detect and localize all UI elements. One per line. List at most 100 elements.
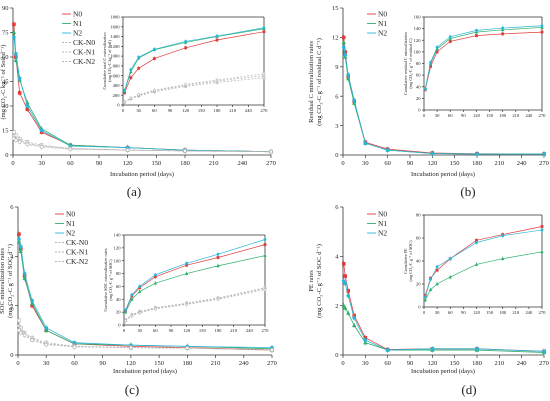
- panel-b-xlabel: Incubation period (days): [411, 171, 475, 178]
- panel-a-point-ck-n2: [17, 140, 22, 144]
- panel-d-inset-point-n1: [540, 249, 544, 254]
- panel-a-inset-point-n0: [129, 76, 133, 80]
- panel-b-point-n2: [475, 152, 479, 156]
- panel-b-line-n2: [343, 47, 544, 155]
- panel-a-ylabel-line: (mg CO₂-C kg⁻¹ of Soil d⁻¹): [0, 45, 7, 120]
- panel-d-inset-series-n0: [423, 224, 544, 298]
- panel-c-legend-label: N0: [66, 210, 75, 219]
- panel-d-inset-x-tick-label: 270: [539, 310, 547, 315]
- panel-c-series-n2: [17, 236, 274, 351]
- panel-a-legend-label: N1: [73, 19, 82, 28]
- panel-a-line-ck-n1: [13, 135, 272, 153]
- panel-a-inset-line-ck-n0: [124, 77, 265, 103]
- panel-c-x-tick-label: 150: [154, 360, 164, 367]
- panel-a-inset-ylabel: Cumulative total C mineralization(mg CO₂…: [102, 32, 112, 90]
- panel-a-point-n2: [25, 104, 30, 108]
- panel-b-inset-point-n2: [475, 28, 478, 32]
- panel-c-inset-line-ck-n1: [125, 288, 266, 321]
- panel-a-point-n2: [14, 51, 18, 56]
- panel-c-inset-point-n2: [216, 252, 220, 256]
- panel-a-inset-x-tick-label: 210: [229, 108, 237, 113]
- panel-b-x-tick-label: 0: [341, 160, 344, 167]
- panel-a-inset-x-tick-label: 240: [245, 108, 253, 113]
- panel-b-label: (b): [460, 184, 475, 199]
- panel-c-ylabel-line: (mg CO₂-C g⁻¹ of SOC d⁻¹): [7, 244, 14, 318]
- panel-a-inset-point-n0: [137, 66, 141, 70]
- panel-d-inset-y-tick-label: 20: [416, 282, 421, 287]
- panel-a-point-n2: [12, 35, 16, 40]
- panel-c-inset-ylabel: Cumulative SOC mineralization rates(mg C…: [103, 248, 113, 311]
- panel-c-inset-series-n0: [124, 242, 267, 314]
- panel-c-x-tick-label: 270: [267, 360, 277, 367]
- panel-a-inset-point-ck-n2: [184, 83, 188, 86]
- panel-c-xlabel: Incubation period (days): [113, 368, 177, 375]
- panel-a-inset-x-tick-label: 30: [136, 108, 141, 113]
- panel-a-inset-y-tick-label: 1400: [110, 34, 120, 39]
- panel-c-inset-x-tick-label: 60: [153, 328, 158, 333]
- panel-c-inset-x-tick-label: 240: [246, 328, 254, 333]
- panel-d-inset-point-n1: [435, 282, 439, 286]
- panel-a-x-tick-label: 150: [151, 160, 161, 167]
- panel-a-inset-ylabel-line: (mg CO₂-C kg⁻¹ of Soil): [107, 40, 112, 82]
- panel-b-point-n2: [343, 53, 348, 57]
- panel-d-inset-x-tick-label: 120: [473, 310, 481, 315]
- panel-c-ylabel-line: SOC mineralization rates: [0, 248, 6, 314]
- panel-c-inset-point-n2: [185, 261, 189, 265]
- panel-a-y-tick-label: 75: [2, 30, 9, 37]
- panel-b-inset-point-n2: [435, 45, 439, 49]
- panel-c-point-ck-n2: [185, 346, 190, 350]
- panel-c-point-ck-n2: [30, 338, 34, 343]
- panel-a-legend-label: CK-N0: [73, 38, 95, 47]
- panel-a-y-tick-label: 60: [2, 54, 9, 61]
- panel-d-x-tick-label: 30: [362, 360, 369, 367]
- panel-b-x-tick-label: 150: [450, 160, 460, 167]
- panel-d-inset-ylabel-line: Cumulative PE: [403, 248, 408, 274]
- panel-a-inset-point-n2: [184, 40, 188, 43]
- panel-a-point-n2: [39, 128, 44, 133]
- panel-a-inset-line-ck-n2: [124, 73, 265, 103]
- panel-d-point-n1: [341, 303, 346, 308]
- panel-c-inset-line-n1: [125, 255, 266, 313]
- panel-a-y-tick-label: 15: [2, 128, 9, 135]
- panel-a-inset-point-ck-n2: [262, 72, 266, 76]
- panel-c-inset-y-tick-label: 80: [116, 271, 121, 276]
- panel-c-point-n2: [22, 271, 27, 276]
- panel-a-x-tick-label: 180: [180, 160, 190, 167]
- panel-b-x-tick-label: 60: [384, 160, 391, 167]
- panel-d-y-tick-label: 2: [335, 303, 338, 310]
- panel-d-series-n0: [341, 260, 546, 355]
- panel-b-inset-x-tick-label: 120: [473, 113, 481, 118]
- panel-b-series-n0: [341, 34, 546, 157]
- panel-d-point-n1: [343, 305, 348, 310]
- panel-d-point-n1: [346, 310, 351, 315]
- panel-a-inset-point-n2: [215, 34, 219, 38]
- panel-b-point-n2: [385, 148, 390, 152]
- panel-d-inset-point-n2: [540, 228, 544, 232]
- panel-d-point-n2: [352, 316, 356, 320]
- panel-c-inset-y-tick-label: 0: [118, 323, 121, 328]
- panel-c-inset-x-tick-label: 0: [123, 328, 126, 333]
- panel-c-x-tick-label: 210: [211, 360, 221, 367]
- panel-c-inset-ylabel-line: Cumulative SOC mineralization rates: [103, 248, 108, 311]
- panel-b-inset-x-tick-label: 0: [423, 113, 426, 118]
- panel-b-y-tick-label: 3: [335, 123, 338, 130]
- panel-b-axes: 0 30 60 90 120 150 180 210 240 270 0 3 6 9 12 15: [332, 5, 549, 167]
- panel-c-y-tick-label: 0: [10, 352, 13, 359]
- panel-d-inset-point-n2: [429, 277, 432, 281]
- panel-c-inset-y-tick-label: 60: [116, 284, 121, 289]
- panel-b-inset-x-tick-label: 180: [499, 113, 507, 118]
- panel-b-inset-series-n2: [423, 23, 544, 92]
- panel-d-x-tick-label: 0: [341, 360, 344, 367]
- panel-c-inset-point-n1: [184, 271, 189, 275]
- panel-b-x-tick-label: 180: [472, 160, 482, 167]
- panel-b-point-n2: [352, 98, 356, 102]
- panel-d-x-tick-label: 210: [494, 360, 504, 367]
- panel-d-inset-point-n2: [475, 241, 478, 245]
- panel-a-legend-label: N2: [73, 29, 82, 38]
- panel-b-inset-series-n0: [423, 29, 544, 92]
- panel-c-inset-point-ck-n2: [216, 297, 220, 301]
- panel-b-inset-y-tick-label: 120: [414, 38, 422, 43]
